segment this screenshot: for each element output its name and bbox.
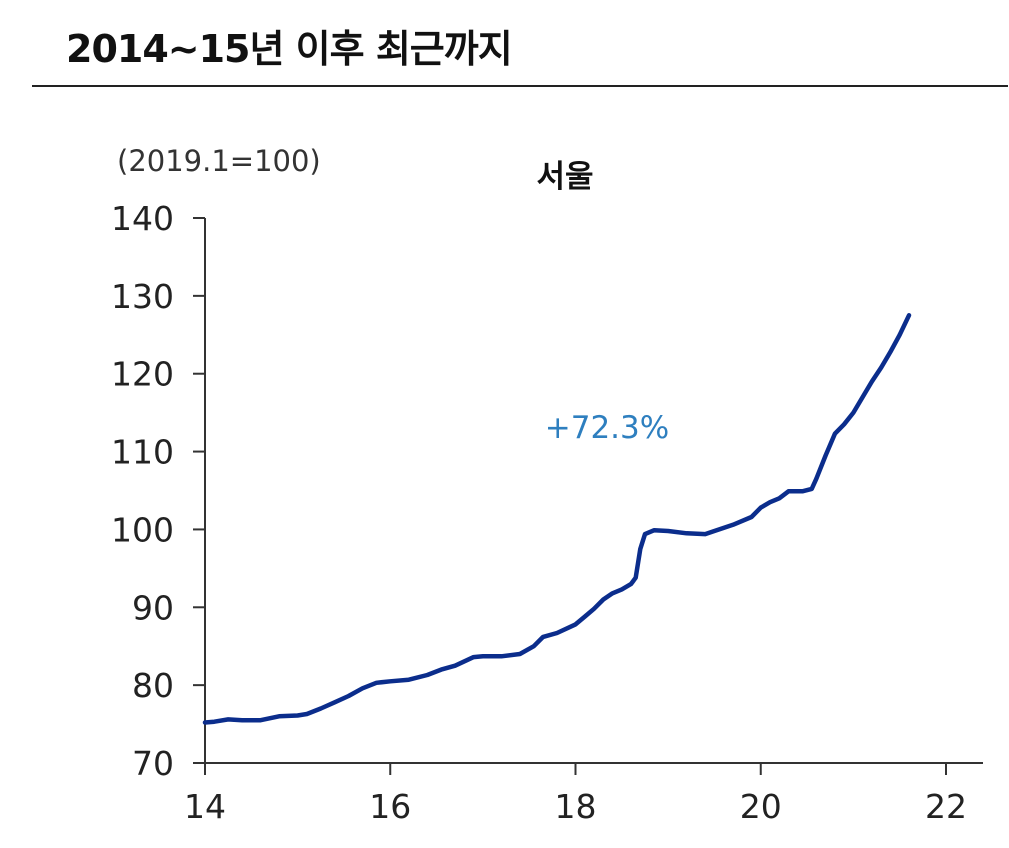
y-tick-label: 130 [111, 277, 174, 316]
x-tick-label: 20 [740, 787, 782, 826]
x-tick-label: 16 [369, 787, 411, 826]
y-tick-label: 140 [111, 199, 174, 238]
y-tick-label: 120 [111, 355, 174, 394]
change-annotation: +72.3% [545, 410, 669, 446]
plot-area [202, 313, 912, 725]
x-tick-label: 22 [925, 787, 967, 826]
series-line [202, 313, 912, 725]
y-tick-label: 100 [111, 510, 174, 549]
unit-label: (2019.1=100) [117, 144, 321, 178]
x-tick-label: 18 [555, 787, 597, 826]
axes [193, 217, 983, 775]
x-tick-label: 14 [184, 787, 226, 826]
y-tick-label: 90 [132, 588, 174, 627]
title-divider [32, 85, 1008, 87]
page-title: 2014~15년 이후 최근까지 [66, 27, 513, 71]
y-tick-label: 70 [132, 744, 174, 783]
tick-labels: 70 80 90 100 110 120 130 140 14 16 18 20 22 [111, 199, 967, 826]
y-tick-label: 80 [132, 666, 174, 705]
chart-title: 서울 [536, 159, 593, 195]
y-tick-label: 110 [111, 433, 174, 472]
